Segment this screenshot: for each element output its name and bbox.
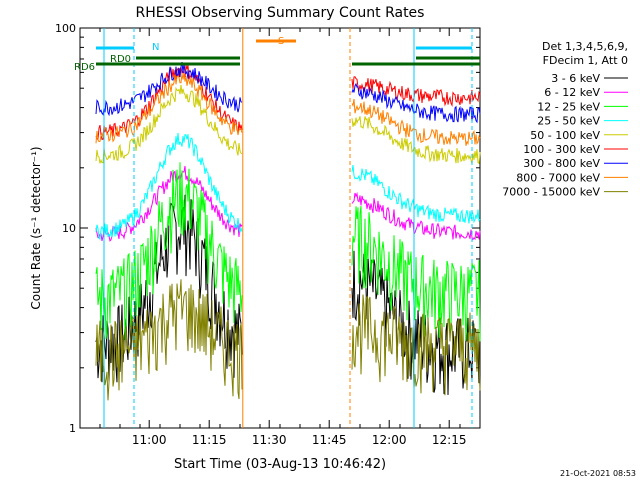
annotation-s: S — [278, 36, 284, 47]
legend-label-3: 25 - 50 keV — [537, 115, 600, 128]
x-tick-label: 11:00 — [132, 433, 167, 447]
legend-label-4: 50 - 100 keV — [530, 129, 600, 142]
annotation-rd0: RD0 — [110, 54, 131, 65]
legend-label-2: 12 - 25 keV — [537, 100, 600, 113]
series-line-8 — [95, 279, 481, 401]
x-tick-label: 11:45 — [312, 433, 347, 447]
series-line-2 — [95, 162, 481, 342]
legend-label-5: 100 - 300 keV — [523, 143, 600, 156]
chart-title: RHESSI Observing Summary Count Rates — [136, 5, 425, 21]
legend-header-line-2: FDecim 1, Att 0 — [543, 54, 628, 67]
plot-area: 1 10 100 11:00 11:15 11:30 11:45 12:00 12:15 RD0 R… — [55, 22, 481, 447]
legend-label-7: 800 - 7000 keV — [516, 171, 600, 184]
annotation-n: N — [152, 42, 159, 53]
y-axis-label: Count Rate (s⁻¹ detector⁻¹) — [29, 146, 43, 309]
legend-label-6: 300 - 800 keV — [523, 157, 600, 170]
legend-label-8: 7000 - 15000 keV — [502, 186, 600, 199]
x-tick-label: 11:30 — [252, 433, 287, 447]
annotation-rd6: RD6 — [74, 62, 95, 73]
legend-label-1: 6 - 12 keV — [544, 86, 600, 99]
legend-label-0: 3 - 6 keV — [551, 72, 600, 85]
y-tick-label: 1 — [69, 422, 76, 435]
series-line-5 — [95, 64, 481, 141]
x-tick-label: 12:15 — [432, 433, 467, 447]
legend-header-line-1: Det 1,3,4,5,6,9, — [542, 40, 628, 53]
y-tick-label: 10 — [62, 222, 76, 235]
series-line-7 — [95, 72, 481, 146]
y-tick-label: 100 — [55, 22, 76, 35]
series-line-4 — [95, 84, 481, 165]
x-tick-label: 12:00 — [372, 433, 407, 447]
footer-timestamp: 21-Oct-2021 08:53 — [560, 469, 636, 478]
series-line-3 — [95, 133, 481, 241]
series-line-1 — [95, 165, 481, 242]
x-axis-label: Start Time (03-Aug-13 10:46:42) — [174, 457, 386, 472]
series-line-6 — [95, 61, 481, 124]
x-tick-label: 11:15 — [192, 433, 227, 447]
